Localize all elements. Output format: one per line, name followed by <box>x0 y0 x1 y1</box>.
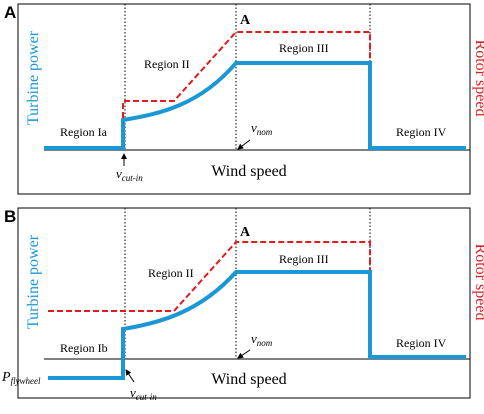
panel-b-turbine-power-curve <box>48 270 466 380</box>
panel-a-ylabel-turbine-power: Turbine power <box>25 30 42 125</box>
panel-a-peak-marker: A <box>240 13 251 28</box>
panel-a: A Turbine power Rotor speed Wind speed R… <box>4 3 484 195</box>
panel-a-v-nom-label: vnom <box>251 120 273 137</box>
panel-a-v-cut-in-label: vcut-in <box>116 166 143 183</box>
panel-b-cut-in-arrow <box>125 369 135 383</box>
panel-a-region-ia-label: Region Ia <box>60 125 108 139</box>
panel-b: B Turbine power Rotor speed Wind speed R… <box>1 207 484 402</box>
panel-b-p-flywheel-label: Pflywheel <box>1 370 41 386</box>
panel-a-nom-arrow <box>237 139 251 150</box>
panel-a-region-iii-label: Region III <box>279 41 329 55</box>
panel-b-xlabel: Wind speed <box>211 371 286 388</box>
panel-b-ylabel-turbine-power: Turbine power <box>25 234 42 329</box>
panel-b-nom-arrow <box>237 349 251 359</box>
panel-a-region-ii-label: Region II <box>144 57 190 71</box>
panel-b-ylabel-rotor-speed: Rotor speed <box>472 244 484 321</box>
panel-b-region-ii-label: Region II <box>148 266 194 280</box>
panel-b-v-nom-label: vnom <box>251 331 273 348</box>
panel-b-region-iii-label: Region III <box>279 252 329 266</box>
panel-a-letter: A <box>4 3 16 22</box>
panel-b-letter: B <box>4 207 16 226</box>
panel-a-frame <box>17 3 471 195</box>
panel-a-xlabel: Wind speed <box>211 163 286 180</box>
panel-a-ylabel-rotor-speed: Rotor speed <box>472 40 484 117</box>
panel-b-frame <box>17 207 471 399</box>
panel-b-v-cut-in-label: vcut-in <box>130 385 157 402</box>
panel-b-peak-marker: A <box>240 225 251 240</box>
panel-b-region-ib-label: Region Ib <box>60 341 108 355</box>
panel-a-turbine-power-curve <box>44 61 466 150</box>
panel-a-region-iv-label: Region IV <box>396 125 447 139</box>
panel-b-region-iv-label: Region IV <box>396 336 447 350</box>
